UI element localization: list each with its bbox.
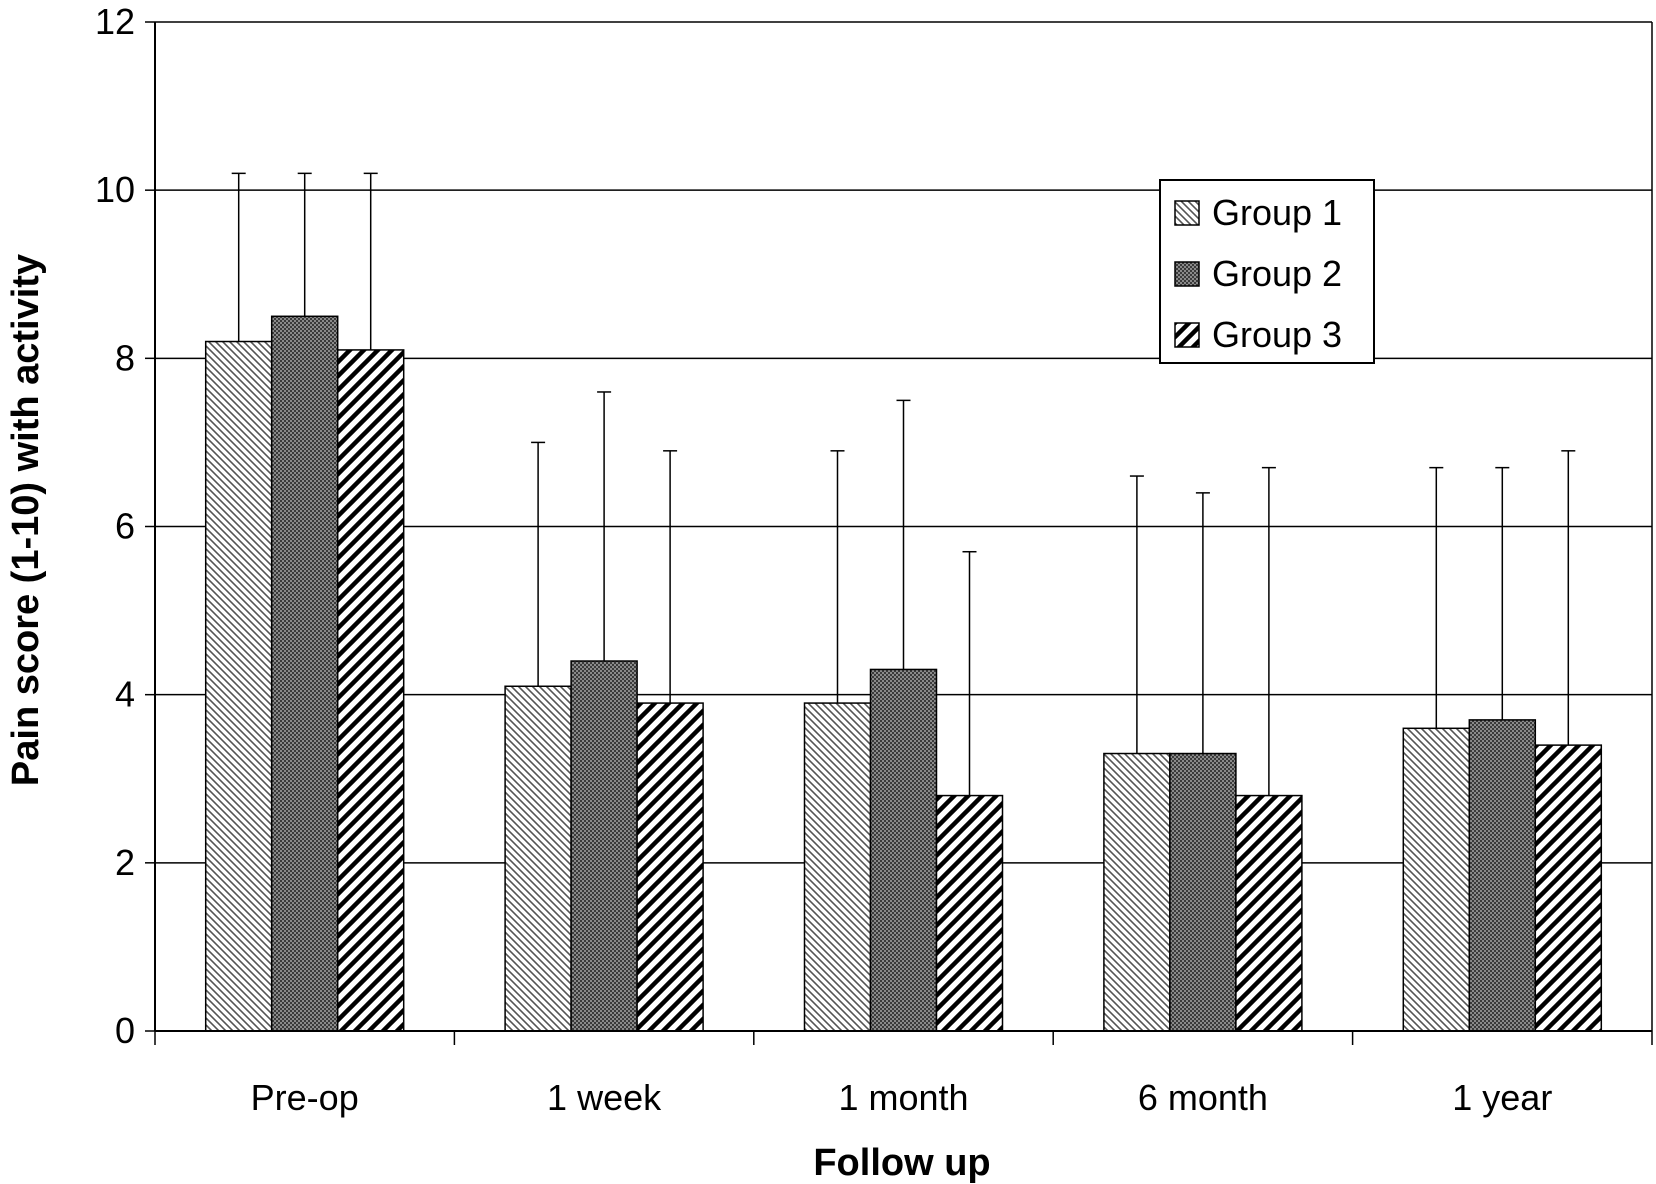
legend-swatch: [1174, 261, 1200, 287]
legend-swatch: [1174, 200, 1200, 226]
bar-group-2: [1468, 719, 1537, 1032]
y-tick-label: 4: [115, 674, 135, 715]
y-tick-label: 10: [95, 169, 135, 210]
legend-label: Group 1: [1212, 192, 1342, 233]
legend-label: Group 2: [1212, 253, 1342, 294]
x-tick-label: Pre-op: [251, 1077, 359, 1118]
y-tick-label: 12: [95, 1, 135, 42]
y-tick-labels: 0 2 4 6 8 10 12: [95, 1, 135, 1051]
x-tick-label: 1 year: [1452, 1077, 1552, 1118]
bar-group-1: [803, 702, 872, 1032]
x-axis-title: Follow up: [813, 1142, 990, 1184]
x-tick-labels: Pre-op 1 week 1 month 6 month 1 year: [251, 1077, 1553, 1118]
x-tick-label: 6 month: [1138, 1077, 1268, 1118]
bar-group-1: [1103, 752, 1171, 1032]
x-tick-label: 1 month: [838, 1077, 968, 1118]
bar-group-2: [1169, 752, 1237, 1032]
error-bars: [231, 172, 1576, 796]
bar-group-3: [1534, 744, 1603, 1032]
x-tick-label: 1 week: [547, 1077, 662, 1118]
bar-group-2: [869, 668, 938, 1032]
legend-swatch: [1174, 322, 1200, 348]
y-tick-label: 0: [115, 1010, 135, 1051]
y-axis-title: Pain score (1-10) with activity: [5, 254, 47, 786]
bar-group-3: [1235, 794, 1303, 1032]
y-tick-label: 6: [115, 506, 135, 547]
bar-group-2: [270, 315, 339, 1032]
bar-group-3: [636, 702, 704, 1032]
axes: [145, 21, 1653, 1045]
bar-group-2: [570, 660, 638, 1032]
bar-group-3: [336, 349, 405, 1032]
bar-group-3: [935, 794, 1004, 1032]
bar-group-1: [504, 685, 572, 1032]
y-tick-label: 2: [115, 842, 135, 883]
legend-items: Group 1 Group 2 Group 3: [1174, 192, 1342, 355]
bar-group-1: [1402, 727, 1471, 1032]
legend: Group 1 Group 2 Group 3: [1159, 179, 1375, 364]
bar-group-1: [204, 340, 273, 1032]
y-tick-label: 8: [115, 337, 135, 378]
legend-label: Group 3: [1212, 314, 1342, 355]
